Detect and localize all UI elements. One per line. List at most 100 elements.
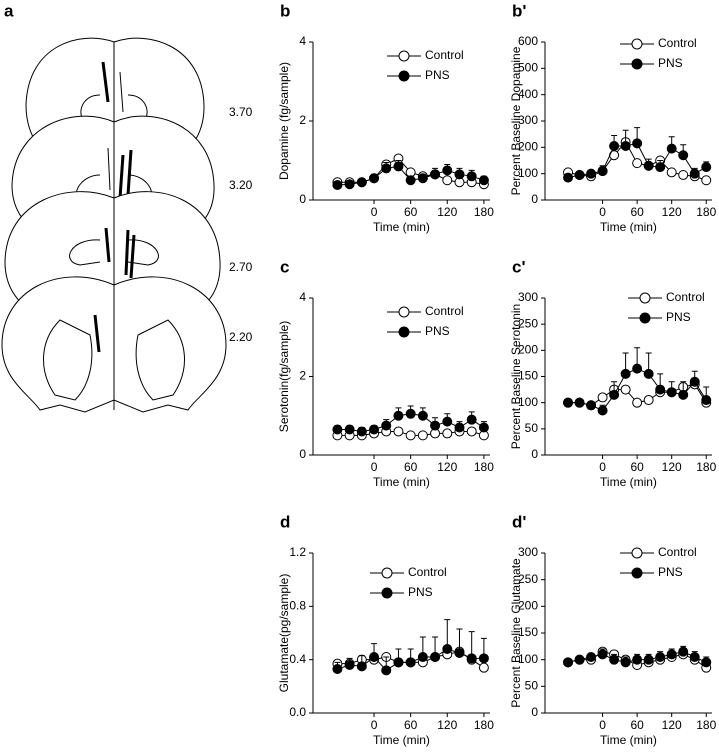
data-point — [454, 648, 465, 658]
x-tick-label: 120 — [662, 460, 682, 474]
data-point — [597, 405, 608, 416]
section-level: 2.70 — [229, 260, 253, 274]
probe — [119, 71, 124, 113]
y-axis-label: Serotonin(fg/sample) — [277, 321, 291, 432]
x-tick-label: 120 — [662, 718, 682, 732]
x-tick-label: 0 — [371, 718, 378, 732]
x-axis-label: Time (min) — [373, 733, 430, 747]
legend-marker — [381, 587, 393, 599]
data-point — [405, 657, 416, 668]
data-point — [597, 649, 608, 660]
data-point — [643, 160, 654, 171]
data-point — [632, 363, 643, 374]
legend-label: Control — [658, 36, 697, 50]
data-point — [701, 395, 712, 406]
data-point — [620, 384, 631, 395]
data-point — [666, 387, 677, 398]
x-tick-label: 180 — [696, 205, 716, 219]
y-tick-label: 50 — [525, 679, 539, 693]
data-point — [643, 395, 654, 406]
data-point — [393, 161, 404, 172]
data-point — [466, 171, 477, 182]
x-axis-label: Time (min) — [373, 475, 430, 489]
section-level: 3.20 — [229, 178, 253, 192]
data-point — [430, 652, 441, 662]
section-level: 2.20 — [229, 330, 253, 344]
data-point — [678, 169, 689, 180]
data-point — [678, 150, 689, 161]
y-tick-label: 0 — [299, 447, 306, 461]
data-point — [632, 138, 643, 149]
y-tick-label: 2 — [299, 113, 306, 127]
data-point — [442, 428, 453, 439]
x-tick-label: 60 — [630, 460, 644, 474]
data-point — [574, 169, 585, 180]
data-point — [344, 424, 355, 435]
x-tick-label: 0 — [371, 460, 378, 474]
x-tick-label: 0 — [599, 718, 606, 732]
data-point — [417, 430, 428, 441]
data-point — [417, 652, 428, 662]
data-point — [454, 422, 465, 433]
data-point — [405, 408, 416, 419]
data-point — [332, 179, 343, 190]
y-tick-label: 4 — [299, 290, 306, 304]
x-tick-label: 60 — [630, 205, 644, 219]
x-tick-label: 180 — [474, 718, 494, 732]
y-axis-label: Dopamine (fg/sample) — [277, 62, 291, 180]
data-point — [332, 664, 343, 674]
data-point — [381, 665, 392, 676]
y-tick-label: 600 — [518, 34, 538, 48]
x-tick-label: 180 — [696, 460, 716, 474]
data-point — [417, 173, 428, 184]
data-point — [466, 426, 477, 437]
x-tick-label: 180 — [474, 205, 494, 219]
y-tick-label: 0 — [531, 192, 538, 206]
data-point — [563, 657, 574, 668]
data-point — [574, 397, 585, 408]
data-point — [454, 169, 465, 180]
data-point — [609, 654, 620, 665]
probe — [124, 229, 130, 276]
data-point — [586, 652, 597, 662]
panel-label: c' — [512, 257, 526, 276]
x-tick-label: 60 — [404, 718, 418, 732]
data-point — [344, 179, 355, 190]
legend-marker — [398, 50, 410, 62]
data-point — [666, 167, 677, 178]
legend-marker — [398, 326, 410, 338]
data-point — [442, 175, 453, 186]
y-axis-label: Percent Baseline Glutamate — [509, 558, 523, 708]
legend-marker — [631, 547, 643, 559]
data-point — [430, 169, 441, 180]
y-tick-label: 0 — [299, 192, 306, 206]
y-tick-label: 0.0 — [289, 705, 306, 719]
data-point — [666, 649, 677, 660]
data-point — [430, 420, 441, 431]
data-point — [620, 657, 631, 668]
data-point — [701, 657, 712, 668]
data-point — [666, 143, 677, 154]
legend-label: PNS — [658, 56, 683, 70]
probe — [129, 234, 136, 279]
legend-label: PNS — [408, 585, 433, 599]
data-point — [597, 392, 608, 403]
data-point — [381, 163, 392, 174]
data-point — [405, 175, 416, 186]
x-tick-label: 60 — [630, 718, 644, 732]
panel-label: c — [280, 257, 289, 276]
y-tick-label: 500 — [518, 61, 538, 75]
data-point — [478, 653, 489, 664]
panel-label: b — [280, 1, 290, 20]
data-point — [643, 654, 654, 665]
y-tick-label: 150 — [518, 625, 538, 639]
data-point — [655, 384, 666, 395]
y-tick-label: 300 — [518, 545, 538, 559]
data-point — [478, 175, 489, 186]
data-point — [620, 368, 631, 379]
y-axis-label: Glutamate(pg/sample) — [277, 574, 291, 693]
data-point — [442, 644, 453, 654]
data-point — [417, 410, 428, 421]
legend-label: Control — [425, 48, 464, 62]
